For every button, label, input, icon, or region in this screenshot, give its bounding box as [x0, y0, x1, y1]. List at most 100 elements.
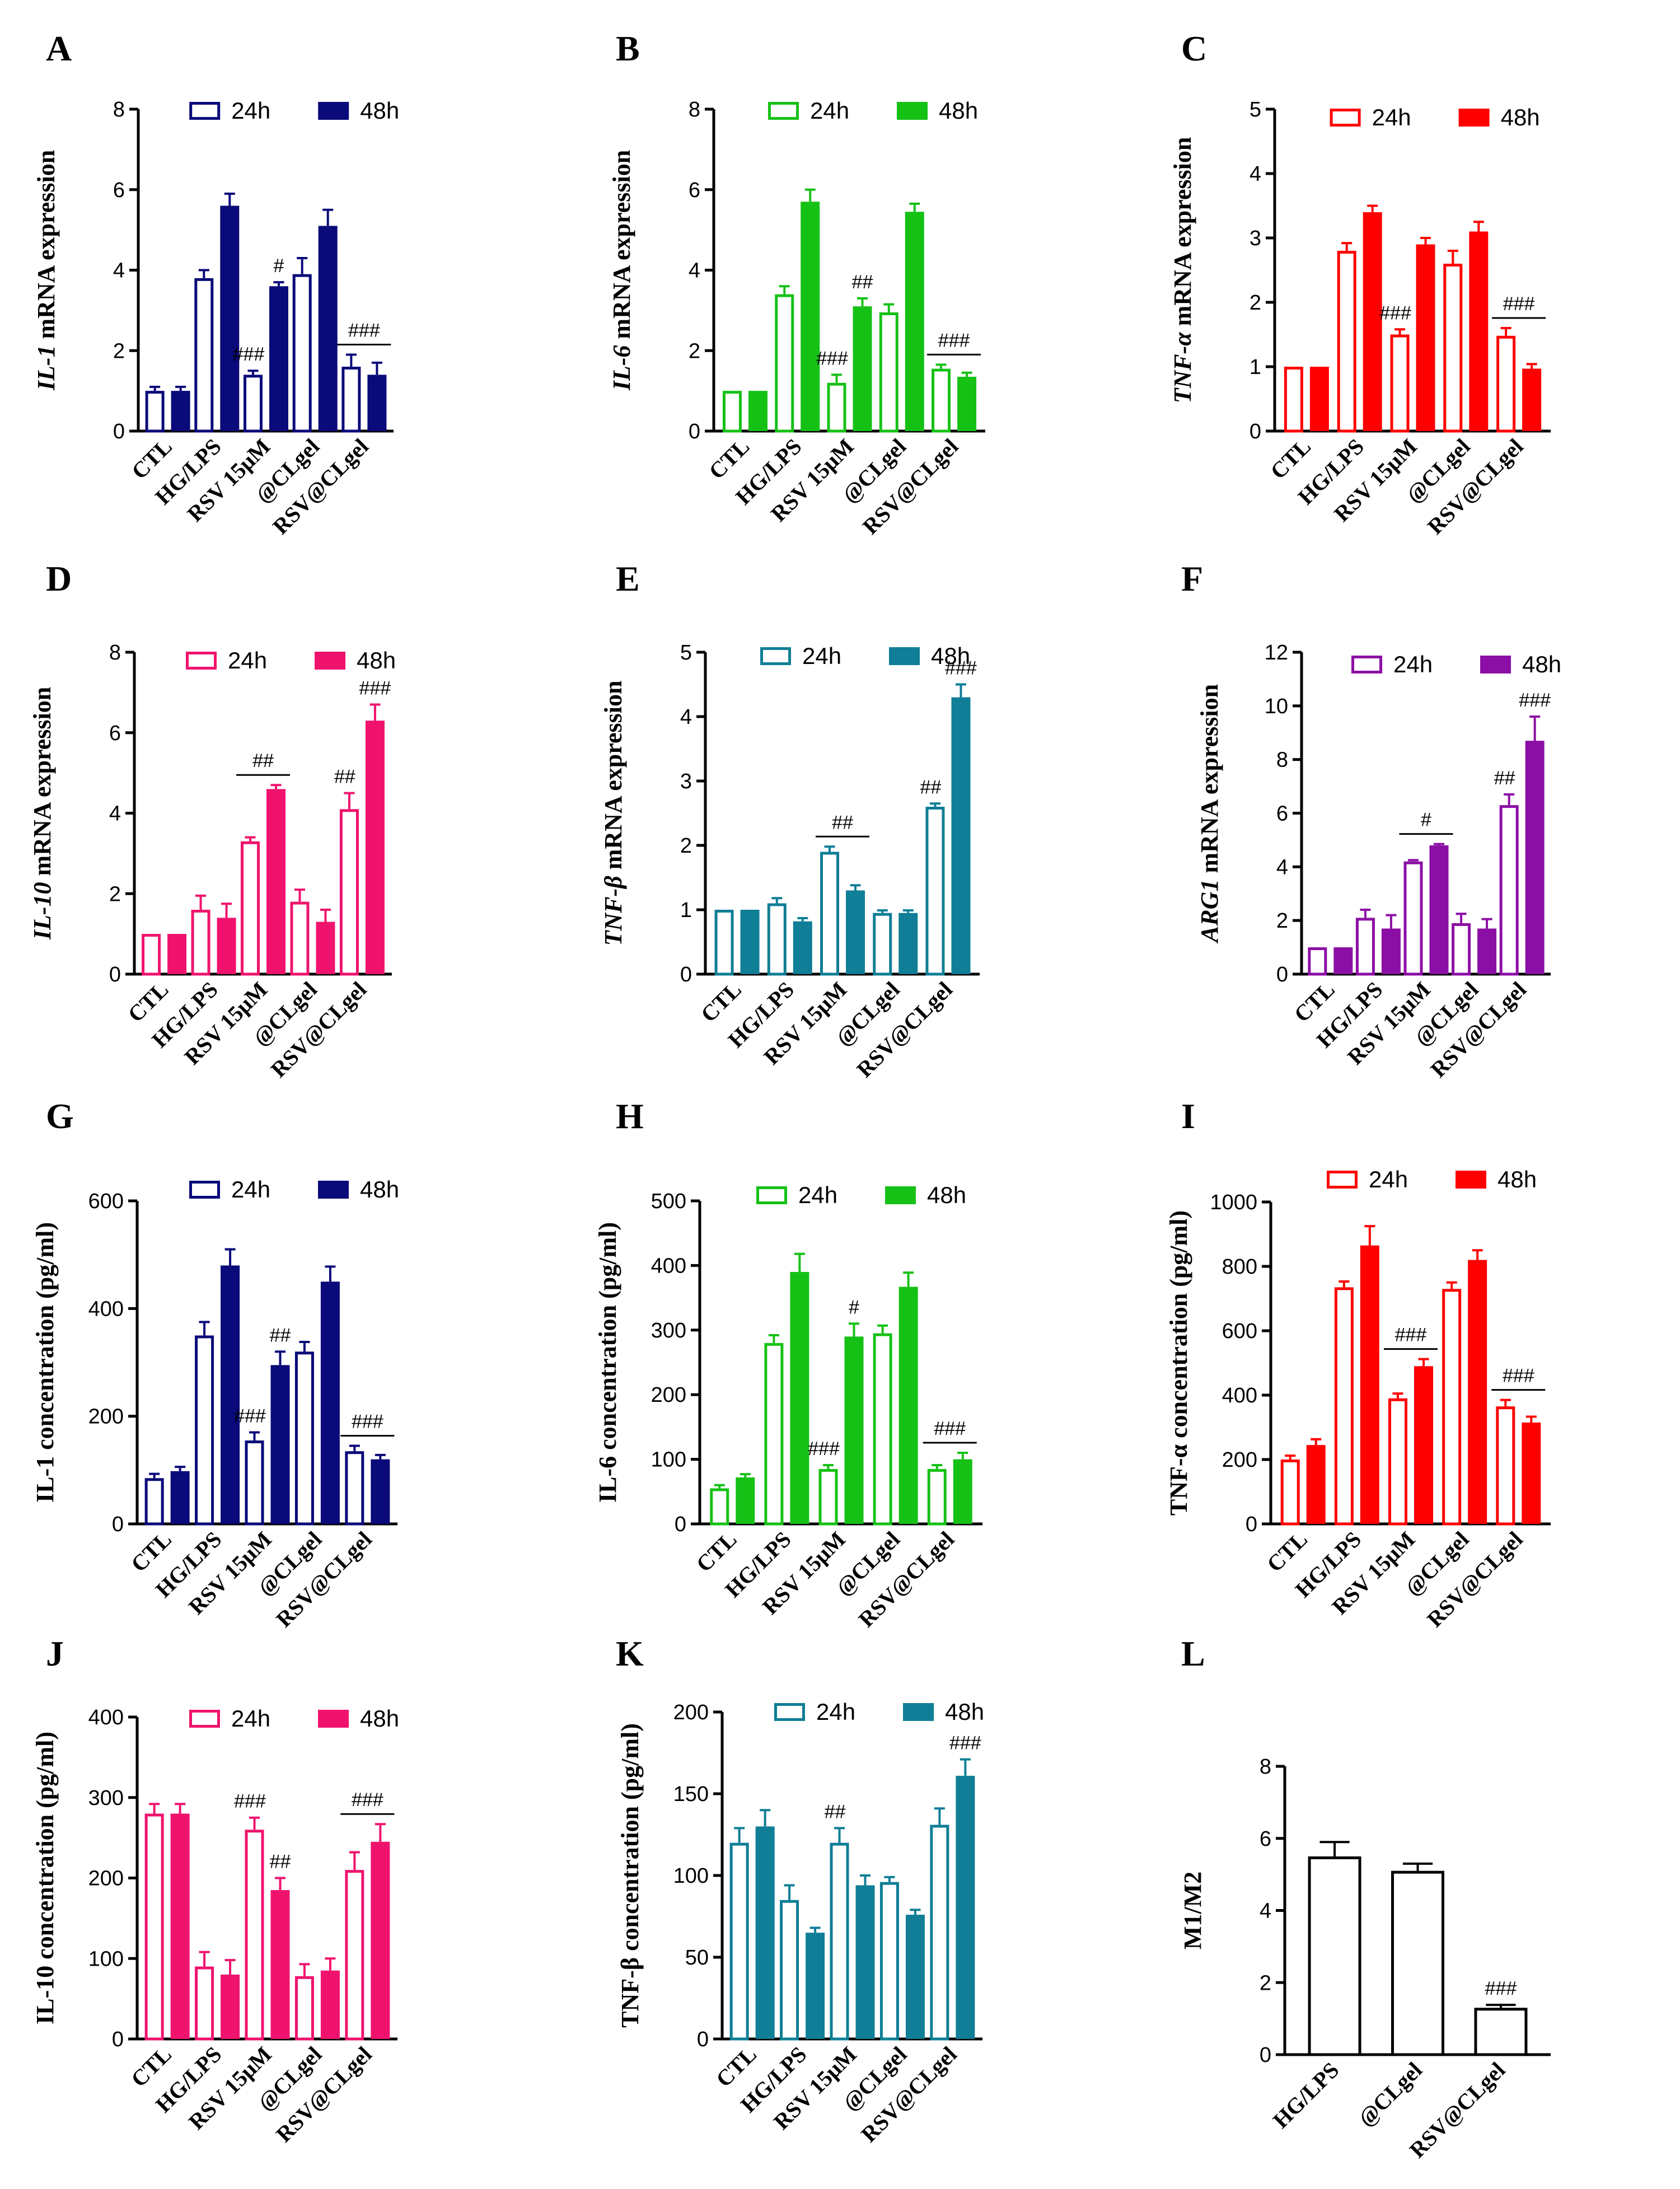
panel-letter: J — [46, 1634, 64, 1673]
y-tick-label: 1 — [1250, 356, 1261, 379]
bar-48h — [1306, 1445, 1326, 1524]
panel-letter: G — [46, 1096, 74, 1136]
bar-48h — [801, 202, 820, 431]
legend-label: 48h — [360, 1705, 399, 1732]
significance-marker: ### — [352, 1411, 383, 1433]
y-tick-label: 4 — [1276, 855, 1288, 879]
bar-48h — [167, 934, 187, 974]
y-tick-label: 6 — [1276, 802, 1288, 826]
significance-marker: ### — [1395, 1325, 1427, 1346]
panel-letter: I — [1181, 1096, 1195, 1136]
legend-swatch — [1456, 1171, 1486, 1189]
panel-letter: L — [1181, 1634, 1205, 1673]
y-tick-label: 2 — [689, 339, 700, 363]
legend-label: 48h — [1501, 104, 1540, 130]
x-tick-label: HG/LPS — [1268, 2057, 1344, 2134]
y-axis-label: IL-6 concentration (pg/ml) — [594, 1222, 621, 1503]
bar-24h — [873, 913, 892, 976]
bar-48h — [316, 922, 335, 974]
bar-24h — [1308, 947, 1327, 976]
bar-48h — [171, 391, 190, 431]
panel-letter: F — [1181, 559, 1203, 598]
y-tick-label: 3 — [1250, 227, 1261, 250]
y-tick-label: 100 — [673, 1864, 709, 1888]
y-tick-label: 2 — [109, 882, 121, 906]
legend-label: 24h — [228, 647, 267, 673]
bar-48h — [365, 721, 385, 974]
y-tick-label: 2 — [1276, 909, 1288, 933]
significance-marker: ### — [1519, 690, 1551, 711]
bar-48h — [170, 1813, 190, 2039]
bar-48h — [957, 376, 977, 431]
bar-24h — [1280, 1460, 1300, 1526]
y-tick-label: 4 — [680, 705, 692, 729]
bar-24h — [873, 1333, 892, 1526]
bar-48h — [790, 1271, 809, 1524]
y-tick-label: 300 — [651, 1319, 686, 1343]
y-tick-label: 200 — [88, 1405, 124, 1429]
bar-24h — [1496, 1406, 1515, 1526]
significance-marker: ### — [233, 344, 265, 365]
bar-24h — [241, 841, 260, 976]
significance-marker: ### — [1503, 1365, 1534, 1387]
bar-24h — [1355, 918, 1375, 976]
bar-24h — [191, 910, 210, 976]
bar-24h — [144, 1478, 164, 1526]
y-axis-label-text: TNF-α concentration (pg/ml) — [1165, 1210, 1192, 1516]
bar-48h — [748, 391, 768, 431]
panel-j: J 0 100 200 300 400 IL-10 concentration (pg/ml… — [31, 1634, 399, 2147]
bar-24h — [195, 1966, 214, 2041]
bar-24h — [729, 1842, 749, 2041]
y-tick-label: 0 — [675, 1513, 686, 1536]
bar-48h — [266, 789, 286, 974]
y-tick-label: 12 — [1265, 641, 1288, 665]
y-axis-label: IL-10 mRNA expression — [29, 687, 56, 940]
bar-24h — [345, 1451, 364, 1526]
bar-48h — [220, 205, 240, 431]
panel-letter: K — [616, 1634, 644, 1673]
bar-24h — [710, 1488, 729, 1526]
panel-letter: H — [616, 1096, 644, 1136]
significance-marker: ### — [348, 320, 380, 341]
significance-marker: ## — [252, 750, 274, 771]
legend-swatch — [897, 102, 928, 120]
x-tick-label: CTL — [691, 1527, 742, 1577]
bar-24h — [1442, 1289, 1462, 1526]
legend-swatch — [318, 1710, 349, 1728]
y-axis-label: IL-10 concentration (pg/ml) — [31, 1732, 59, 2024]
bar-48h — [844, 1336, 864, 1524]
legend-swatch — [903, 1703, 934, 1721]
legend-label: 48h — [931, 643, 970, 669]
bar-48h — [755, 1826, 775, 2039]
panel-letter: B — [616, 29, 640, 68]
legend-swatch — [756, 1186, 787, 1204]
y-tick-label: 400 — [88, 1297, 124, 1321]
y-axis-label: ARG1 mRNA expression — [1196, 684, 1223, 944]
y-tick-label: 1000 — [1210, 1191, 1257, 1214]
legend-swatch — [885, 1186, 916, 1204]
legend-swatch — [189, 102, 221, 120]
bar-24h — [827, 382, 846, 433]
y-axis-label: TNF-β mRNA expression — [600, 681, 627, 946]
bar-24h — [195, 1335, 214, 1526]
bar-24h — [1390, 334, 1410, 433]
bar-24h — [341, 367, 361, 433]
y-tick-label: 3 — [680, 770, 692, 793]
bar-24h — [879, 312, 899, 433]
bar-24h — [820, 852, 839, 976]
significance-marker: ### — [359, 677, 391, 699]
y-tick-label: 400 — [651, 1254, 686, 1278]
panel-k: K 0 50 100 150 200 TNF-β concentration (pg/ml)… — [616, 1634, 984, 2147]
bar-48h — [1416, 244, 1435, 431]
y-tick-label: 0 — [112, 1513, 124, 1536]
y-axis-label-text: mRNA expression — [1169, 137, 1196, 333]
bar-m1m2 — [1391, 1870, 1444, 2056]
bar-48h — [846, 890, 865, 974]
bar-m1m2 — [1474, 2008, 1528, 2056]
bar-24h — [1496, 335, 1516, 433]
bar-24h — [764, 1343, 784, 1526]
y-tick-label: 800 — [1222, 1255, 1257, 1279]
bar-48h — [1414, 1366, 1433, 1524]
